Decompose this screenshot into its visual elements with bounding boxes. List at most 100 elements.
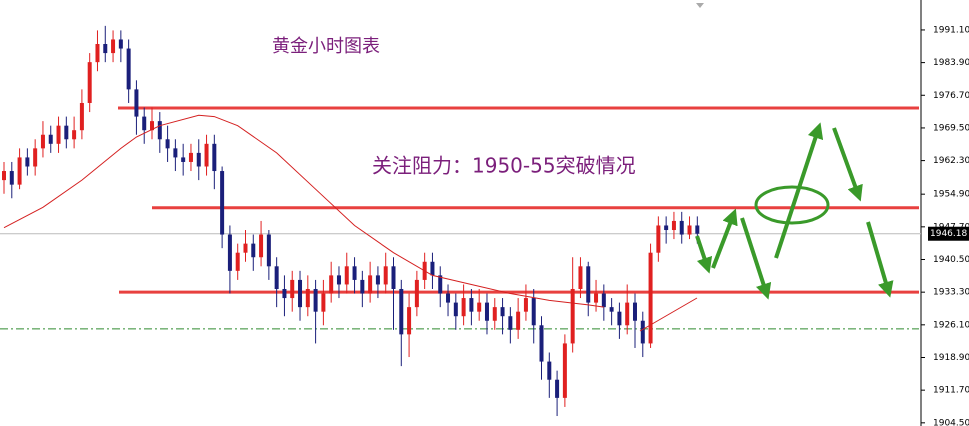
candle-body [243, 243, 248, 253]
moving-average-line [3, 114, 604, 308]
candle-body [165, 139, 170, 149]
candle-body [196, 152, 201, 167]
candle-body [414, 279, 419, 308]
candle-body [671, 220, 676, 231]
candle-body [274, 266, 279, 289]
candle-body [118, 39, 123, 49]
candle-body [430, 261, 435, 276]
y-tick-label: 1918.90 [933, 353, 969, 363]
candle-body [181, 157, 186, 162]
candle-body [492, 307, 497, 321]
candle-body [134, 89, 139, 117]
annotation-text: 关注阻力：1950-55突破情况 [372, 154, 636, 178]
candle-body [547, 361, 552, 380]
candle-body [500, 307, 505, 317]
candle-body [157, 121, 162, 140]
candle-body [383, 266, 388, 285]
candle-body [625, 302, 630, 326]
candle-body [2, 171, 6, 181]
candle-body [656, 225, 661, 253]
candle-body [204, 143, 209, 167]
candle-body [126, 48, 131, 90]
trend-line [639, 297, 698, 332]
candle-body [173, 148, 178, 158]
candle-body [251, 243, 256, 258]
candle-body [640, 320, 645, 344]
candle-body [617, 311, 622, 326]
candle-body [632, 302, 637, 321]
candle-body [72, 130, 77, 140]
candle-body [407, 307, 412, 335]
candle-body [33, 148, 38, 167]
candle-body [679, 220, 684, 235]
candle-body [336, 275, 341, 285]
y-tick-label: 1954.90 [933, 190, 969, 200]
y-tick-label: 1933.30 [933, 288, 969, 298]
candle-body [594, 293, 599, 303]
candle-body [142, 116, 147, 131]
candle-body [368, 275, 373, 294]
candle-body [282, 288, 287, 299]
candle-body [523, 298, 528, 312]
candle-body [290, 279, 295, 299]
candle-body [95, 44, 100, 63]
candle-body [453, 302, 458, 317]
candle-body [235, 252, 240, 271]
candle-body [188, 152, 193, 162]
green-arrow [774, 122, 824, 259]
candle-body [601, 293, 606, 308]
y-tick-label: 1926.10 [933, 320, 969, 330]
candle-body [40, 134, 45, 149]
breakout-ellipse [754, 185, 830, 225]
candle-body [438, 275, 443, 294]
scroll-marker [696, 3, 704, 8]
green-arrow [695, 235, 713, 274]
candle-body [298, 279, 303, 308]
candle-body [352, 266, 357, 280]
candle-body [79, 102, 84, 131]
current-price-badge [928, 226, 969, 241]
candle-body [477, 302, 482, 312]
candle-body [266, 234, 271, 267]
candle-body [329, 275, 334, 294]
candle-body [516, 311, 521, 330]
candle-body [64, 125, 69, 140]
green-arrow [711, 208, 738, 269]
candle-body [56, 125, 61, 144]
candle-body [687, 225, 692, 235]
y-tick-label: 1940.50 [933, 255, 969, 265]
green-arrow [832, 127, 863, 202]
candle-body [321, 293, 326, 312]
candle-body [227, 234, 232, 271]
green-arrow [740, 217, 772, 300]
y-tick-label: 1983.90 [933, 58, 969, 68]
candle-body [391, 266, 396, 289]
candle-body [562, 343, 567, 398]
candle-body [17, 157, 22, 185]
candle-body [9, 171, 14, 185]
candle-body [609, 307, 614, 312]
candle-body [313, 288, 318, 312]
candle-body [508, 316, 513, 330]
candle-body [360, 279, 365, 294]
green-arrow [866, 221, 894, 298]
candle-body [578, 266, 583, 289]
candle-body [87, 62, 92, 103]
y-tick-label: 1904.50 [933, 418, 969, 426]
candle-body [25, 157, 30, 167]
y-tick-label: 1962.30 [933, 156, 969, 166]
candle-body [484, 302, 489, 321]
candle-body [664, 225, 669, 231]
y-tick-label: 1976.70 [933, 91, 969, 101]
y-tick-label: 1969.50 [933, 123, 969, 133]
candle-body [375, 275, 380, 285]
candle-body [344, 266, 349, 285]
candle-body [259, 234, 264, 258]
candle-body [220, 171, 225, 235]
candle-body [305, 288, 310, 308]
candle-body [399, 288, 404, 335]
candle-body [461, 298, 466, 317]
candle-body [111, 39, 116, 54]
candle-body [446, 293, 451, 303]
